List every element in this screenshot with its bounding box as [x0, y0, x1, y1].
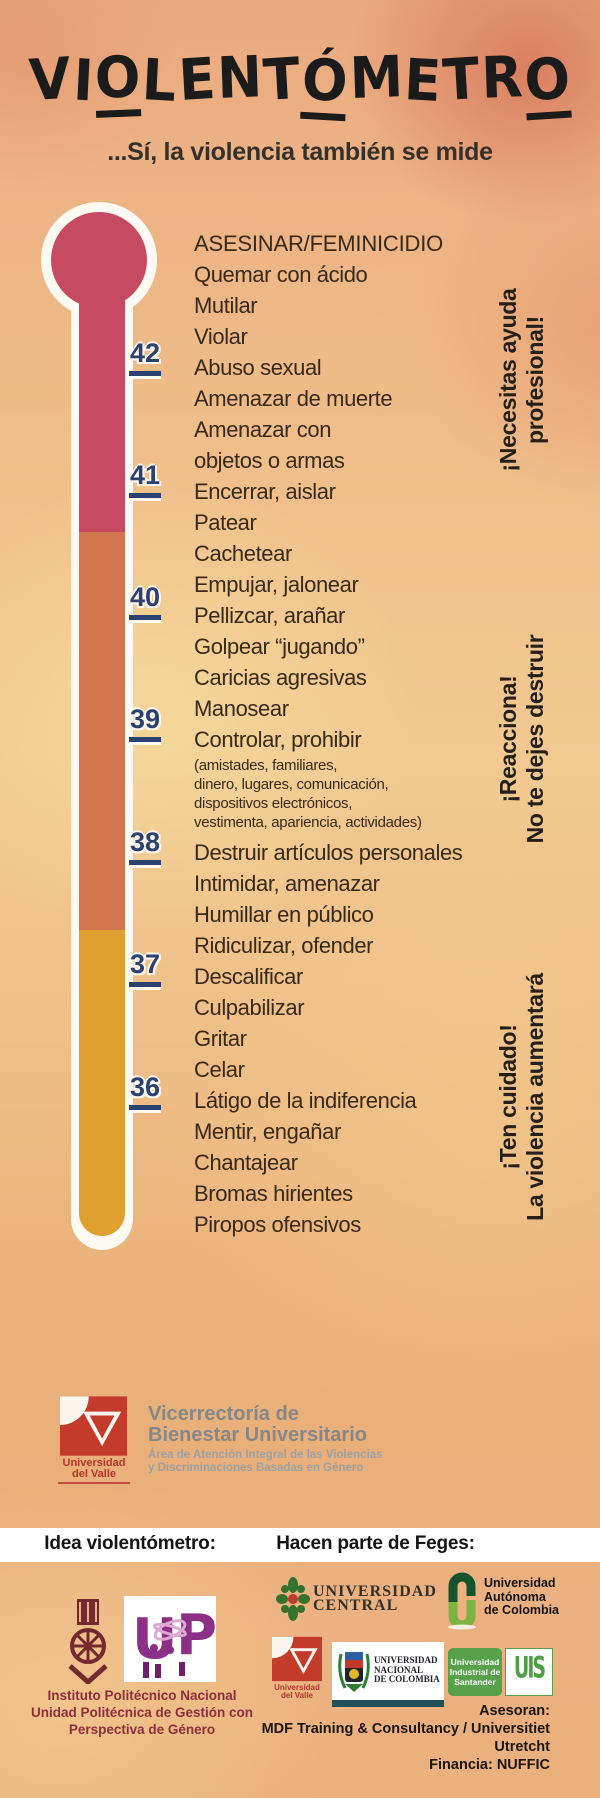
ipn-logo	[68, 1599, 108, 1684]
universidad-nacional-crest	[338, 1652, 370, 1692]
scale-tick-bar	[129, 615, 161, 620]
scale-tick-bar	[129, 737, 161, 742]
violence-item: Bromas hirientes	[194, 1181, 353, 1206]
scale-tick-bar	[129, 371, 161, 376]
univalle-logo-caption: Universidad del Valle	[62, 1457, 126, 1480]
violence-item: Amenazar con	[194, 417, 332, 442]
title-letter: Ó	[300, 47, 349, 122]
scale-tick-bar	[129, 1105, 161, 1110]
violence-item: Descalificar	[194, 964, 303, 989]
violence-item: Pellizcar, arañar	[194, 603, 345, 628]
violence-item: Controlar, prohibir	[194, 727, 362, 752]
univalle-logo-bar	[58, 1482, 130, 1484]
violence-item: Piropos ofensivos	[194, 1212, 361, 1237]
title-letter: T	[261, 45, 302, 115]
idea-heading: Idea violentómetro:	[44, 1533, 216, 1554]
universidad-nacional-logo: UNIVERSIDAD NACIONAL DE COLOMBIA	[332, 1642, 444, 1707]
title-letter: T	[441, 45, 482, 115]
zone-label: ¡Ten cuidado! La violencia aumentará	[495, 973, 548, 1221]
title-letter: O	[94, 44, 142, 118]
poster-title: VIOLENTÓMETRO	[18, 44, 582, 122]
scale-number: 36	[127, 1073, 163, 1110]
title-letter: O	[523, 46, 573, 121]
asesoran-credits: Asesoran: MDF Training & Consultancy / Un…	[261, 1703, 550, 1773]
poster-subtitle: ...Sí, la violencia también se mide	[107, 138, 493, 166]
area-subtitle: Área de Atención Integral de las Violenc…	[148, 1449, 383, 1474]
violence-item: Humillar en público	[194, 902, 374, 927]
violence-item: Celar	[194, 1057, 245, 1082]
title-letter: R	[480, 44, 524, 112]
violence-item: Cachetear	[194, 541, 292, 566]
scale-tick-bar	[129, 982, 161, 987]
violence-item: Ridiculizar, ofender	[194, 933, 374, 958]
violence-item: Mutilar	[194, 293, 258, 318]
vicerrectoria-title: Vicerrectoría de Bienestar Universitario	[148, 1403, 367, 1446]
violence-item: Manosear	[194, 696, 289, 721]
violence-item: Mentir, engañar	[194, 1119, 341, 1144]
violence-item: Violar	[194, 324, 248, 349]
scale-number: 37	[127, 950, 163, 987]
universidad-central-icon	[276, 1577, 310, 1621]
violence-item: Caricias agresivas	[194, 665, 367, 690]
title-letter: L	[140, 47, 179, 115]
title-letter: E	[176, 45, 217, 115]
violence-item: Empujar, jalonear	[194, 572, 359, 597]
violence-item: objetos o armas	[194, 448, 345, 473]
violence-item: Encerrar, aislar	[194, 479, 336, 504]
title-letter: I	[71, 47, 95, 115]
univalle-small-logo	[272, 1636, 322, 1682]
svg-text:U: U	[132, 1607, 177, 1672]
feges-heading: Hacen parte de Feges:	[276, 1533, 475, 1554]
violence-item: Quemar con ácido	[194, 262, 368, 287]
title-letter: V	[27, 45, 74, 115]
up-genero-logo: U P	[124, 1596, 216, 1682]
violence-item: Abuso sexual	[194, 355, 322, 380]
violence-item-note: (amistades, familiares, dinero, lugares, …	[194, 757, 422, 831]
scale-number: 42	[127, 339, 163, 376]
violence-item: Patear	[194, 510, 257, 535]
violence-item: Gritar	[194, 1026, 247, 1051]
violence-item: Látigo de la indiferencia	[194, 1088, 417, 1113]
universidad-nacional-label: UNIVERSIDAD NACIONAL DE COLOMBIA	[374, 1655, 440, 1684]
violence-list: ASESINAR/FEMINICIDIO Quemar con ácido Muti…	[194, 228, 484, 1240]
scale-number: 40	[127, 583, 163, 620]
scale-tick-bar	[129, 860, 161, 865]
scale-number: 41	[127, 461, 163, 498]
universidad-central-label: UNIVERSIDAD CENTRAL	[313, 1583, 437, 1614]
uis-name-label: Universidad Industrial de Santander	[449, 1657, 501, 1687]
univalle-logo	[60, 1396, 127, 1456]
uis-name-box: Universidad Industrial de Santander	[448, 1648, 502, 1696]
violence-item: Intimidar, amenazar	[194, 871, 380, 896]
violence-item: Chantajear	[194, 1150, 298, 1175]
ipn-caption: Instituto Politécnico Nacional Unidad Pol…	[30, 1688, 254, 1737]
scale-number: 39	[127, 705, 163, 742]
univalle-small-caption: Universidad del Valle	[274, 1683, 320, 1700]
footer-band	[0, 1528, 600, 1562]
uis-monogram-box: UIS	[505, 1648, 553, 1696]
thermometer-tube	[79, 256, 125, 1236]
scale-tick-bar	[129, 493, 161, 498]
universidad-autonoma-logo	[448, 1572, 476, 1630]
universidad-autonoma-label: Universidad Autónoma de Colombia	[484, 1576, 560, 1617]
violence-item: Destruir artículos personales	[194, 840, 463, 865]
scale-number: 38	[127, 828, 163, 865]
uis-monogram: UIS	[513, 1650, 546, 1686]
violence-item: Golpear “jugando”	[194, 634, 365, 659]
violence-item: Amenazar de muerte	[194, 386, 393, 411]
title-letter: E	[403, 47, 443, 115]
violence-item: ASESINAR/FEMINICIDIO	[194, 231, 444, 256]
title-letter: M	[348, 44, 404, 112]
zone-label: ¡Necesitas ayuda profesional!	[495, 288, 548, 472]
violence-item: Culpabilizar	[194, 995, 305, 1020]
title-letter: N	[215, 44, 263, 112]
universidad-nacional-bar	[332, 1700, 444, 1707]
zone-label: ¡Reacciona! No te dejes destruir	[495, 634, 548, 844]
